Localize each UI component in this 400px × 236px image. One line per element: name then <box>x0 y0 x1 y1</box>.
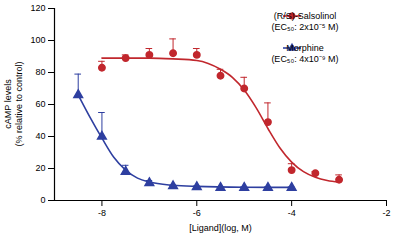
svg-text:cAMP levels: cAMP levels <box>3 79 13 129</box>
svg-text:120: 120 <box>30 3 45 13</box>
svg-text:40: 40 <box>35 131 45 141</box>
svg-text:-2: -2 <box>382 208 390 218</box>
svg-text:(R/S)-Salsolinol: (R/S)-Salsolinol <box>274 11 337 21</box>
svg-text:80: 80 <box>35 67 45 77</box>
svg-text:0: 0 <box>40 195 45 205</box>
svg-text:-4: -4 <box>288 208 296 218</box>
svg-text:100: 100 <box>30 35 45 45</box>
svg-text:-6: -6 <box>193 208 201 218</box>
svg-text:(EC₅₀: 2x10⁻⁵ M): (EC₅₀: 2x10⁻⁵ M) <box>271 22 338 32</box>
svg-text:Morphine: Morphine <box>286 43 324 53</box>
svg-text:[Ligand](log, M): [Ligand](log, M) <box>189 223 252 233</box>
svg-text:(% relative to control): (% relative to control) <box>14 61 24 146</box>
svg-text:-8: -8 <box>98 208 106 218</box>
svg-text:(EC₅₀: 4x10⁻⁹ M): (EC₅₀: 4x10⁻⁹ M) <box>271 54 338 64</box>
svg-text:60: 60 <box>35 99 45 109</box>
svg-text:20: 20 <box>35 163 45 173</box>
